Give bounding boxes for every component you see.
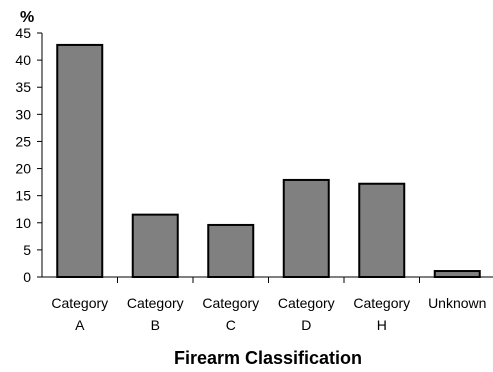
x-tick-label: Unknown: [428, 295, 486, 311]
bar: [56, 43, 104, 278]
bars: [56, 43, 481, 279]
y-tick-labels: 0 5 10 15 20 25 30 35 40 45: [15, 25, 31, 285]
x-tick-label: Category C: [202, 295, 259, 333]
y-tick-label: 25: [15, 133, 31, 149]
x-tick-labels: Category A Category B Category C Category D Cate…: [51, 295, 486, 333]
bar: [282, 178, 330, 278]
y-tick-label: 45: [15, 25, 31, 41]
x-tick-label: Category H: [353, 295, 410, 333]
y-tick-label: 0: [23, 269, 31, 285]
y-axis-unit-label: %: [20, 9, 34, 26]
axes: [37, 32, 493, 283]
bar: [358, 182, 406, 278]
bar: [207, 223, 255, 279]
y-tick-label: 30: [15, 106, 31, 122]
bar: [131, 213, 179, 278]
y-tick-label: 15: [15, 188, 31, 204]
x-tick-label: Category B: [127, 295, 184, 333]
bar: [433, 270, 481, 278]
y-tick-label: 5: [23, 242, 31, 258]
y-tick-label: 35: [15, 79, 31, 95]
y-tick-label: 10: [15, 215, 31, 231]
x-axis-title: Firearm Classification: [174, 348, 362, 368]
x-tick-label: Category D: [278, 295, 335, 333]
y-tick-label: 40: [15, 52, 31, 68]
x-tick-label: Category A: [51, 295, 108, 333]
y-tick-label: 20: [15, 161, 31, 177]
